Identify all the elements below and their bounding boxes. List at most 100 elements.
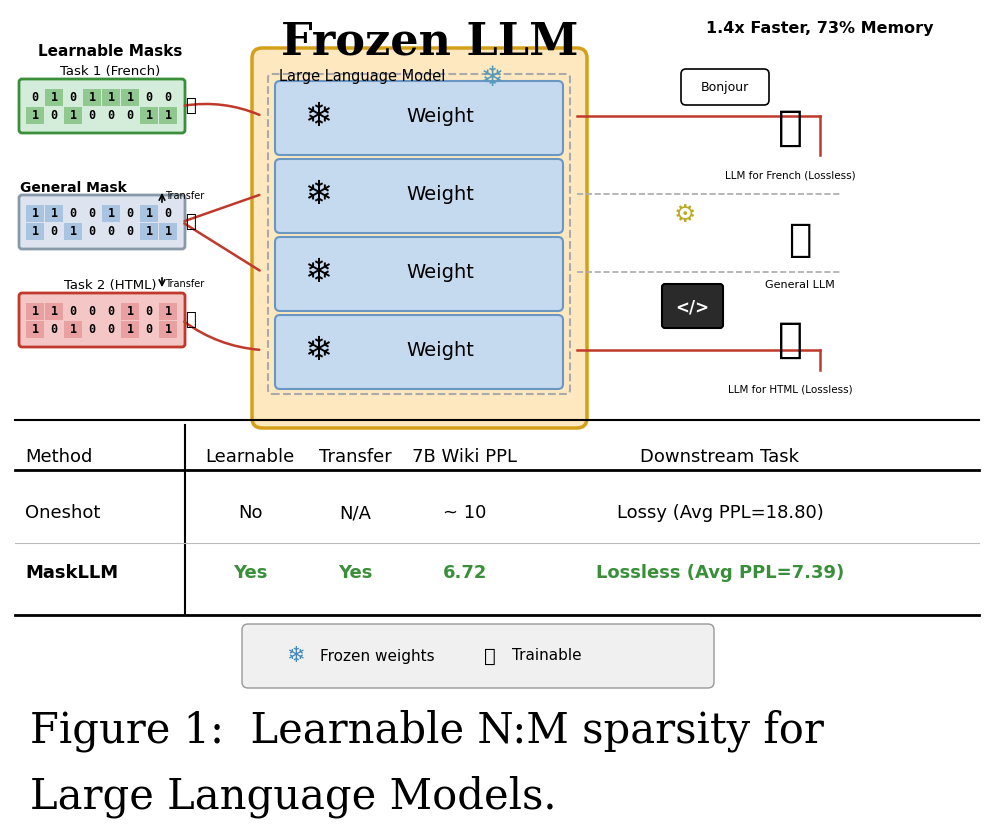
Text: 7B Wiki PPL: 7B Wiki PPL — [413, 448, 518, 466]
Text: 0: 0 — [88, 225, 95, 238]
FancyBboxPatch shape — [662, 284, 723, 328]
Bar — [26, 205, 44, 222]
Text: 1: 1 — [107, 207, 114, 220]
FancyBboxPatch shape — [19, 195, 185, 249]
Bar — [159, 89, 177, 106]
Text: Yes: Yes — [233, 564, 267, 582]
Text: 0: 0 — [164, 207, 172, 220]
Text: ❄: ❄ — [304, 334, 332, 368]
Text: General Mask: General Mask — [20, 181, 127, 195]
Text: Downstream Task: Downstream Task — [640, 448, 799, 466]
Text: 1: 1 — [126, 91, 133, 104]
FancyBboxPatch shape — [19, 79, 185, 133]
Bar — [102, 303, 120, 320]
Text: 1.4x Faster, 73% Memory: 1.4x Faster, 73% Memory — [707, 20, 933, 35]
Bar — [140, 89, 158, 106]
Text: 0: 0 — [88, 109, 95, 122]
Text: ❄: ❄ — [480, 64, 504, 92]
Bar — [102, 107, 120, 124]
Text: Transfer: Transfer — [319, 448, 392, 466]
Bar — [102, 205, 120, 222]
Text: MaskLLM: MaskLLM — [25, 564, 118, 582]
Text: 0: 0 — [88, 305, 95, 318]
Text: Large Language Models.: Large Language Models. — [30, 775, 557, 817]
Text: Method: Method — [25, 448, 92, 466]
FancyBboxPatch shape — [275, 237, 563, 311]
Text: 0: 0 — [145, 91, 152, 104]
Text: 1: 1 — [51, 305, 58, 318]
Bar — [140, 303, 158, 320]
Text: LLM for HTML (Lossless): LLM for HTML (Lossless) — [728, 385, 852, 395]
Bar — [102, 223, 120, 240]
Text: ❄: ❄ — [285, 646, 304, 666]
Bar — [121, 303, 139, 320]
Text: Weight: Weight — [407, 108, 474, 127]
Text: 🔥: 🔥 — [185, 97, 196, 115]
Bar — [64, 89, 82, 106]
Text: ❄: ❄ — [304, 101, 332, 134]
FancyBboxPatch shape — [242, 624, 714, 688]
Bar — [26, 303, 44, 320]
Text: 1: 1 — [145, 109, 152, 122]
Text: 0: 0 — [70, 305, 77, 318]
Text: No: No — [238, 504, 262, 522]
Bar — [121, 205, 139, 222]
Bar — [83, 89, 101, 106]
Text: 1: 1 — [126, 323, 133, 336]
Text: 1: 1 — [107, 91, 114, 104]
Bar — [140, 321, 158, 338]
Text: 0: 0 — [145, 305, 152, 318]
Text: Yes: Yes — [338, 564, 372, 582]
Bar — [26, 107, 44, 124]
Text: Lossless (Avg PPL=7.39): Lossless (Avg PPL=7.39) — [595, 564, 844, 582]
Bar — [140, 107, 158, 124]
Text: 1: 1 — [126, 305, 133, 318]
FancyBboxPatch shape — [252, 48, 587, 428]
Bar — [64, 321, 82, 338]
Text: 1: 1 — [164, 323, 172, 336]
Text: Transfer: Transfer — [165, 191, 204, 201]
Text: Large Language Model: Large Language Model — [278, 69, 445, 83]
Bar — [83, 223, 101, 240]
Text: Learnable Masks: Learnable Masks — [38, 45, 182, 60]
Text: 1: 1 — [70, 323, 77, 336]
Text: Lossy (Avg PPL=18.80): Lossy (Avg PPL=18.80) — [616, 504, 823, 522]
Bar — [64, 303, 82, 320]
Text: 0: 0 — [126, 109, 133, 122]
Text: ~ 10: ~ 10 — [443, 504, 487, 522]
Text: 1: 1 — [32, 225, 39, 238]
Text: 1: 1 — [51, 207, 58, 220]
Text: 🤖: 🤖 — [777, 319, 802, 361]
Text: Learnable: Learnable — [206, 448, 294, 466]
Bar — [64, 223, 82, 240]
Bar — [45, 205, 63, 222]
Bar — [121, 89, 139, 106]
Text: Bonjour: Bonjour — [701, 81, 749, 93]
Text: 0: 0 — [51, 225, 58, 238]
Text: 0: 0 — [51, 109, 58, 122]
Text: Weight: Weight — [407, 186, 474, 204]
Bar — [45, 223, 63, 240]
Bar — [45, 321, 63, 338]
Text: Frozen weights: Frozen weights — [320, 648, 434, 664]
Text: ⚙: ⚙ — [674, 203, 696, 227]
Text: Weight: Weight — [407, 264, 474, 282]
Text: 1: 1 — [164, 109, 172, 122]
Bar — [121, 107, 139, 124]
FancyBboxPatch shape — [275, 81, 563, 155]
Text: 🔥: 🔥 — [185, 213, 196, 231]
Text: 6.72: 6.72 — [442, 564, 487, 582]
Text: 1: 1 — [70, 109, 77, 122]
Text: 0: 0 — [88, 323, 95, 336]
Text: N/A: N/A — [339, 504, 371, 522]
Text: 1: 1 — [51, 91, 58, 104]
Text: 0: 0 — [70, 207, 77, 220]
Bar — [83, 205, 101, 222]
Bar — [64, 107, 82, 124]
Text: Oneshot: Oneshot — [25, 504, 100, 522]
Text: General LLM: General LLM — [765, 280, 835, 290]
Text: Frozen LLM: Frozen LLM — [281, 20, 579, 64]
Bar — [121, 223, 139, 240]
Text: 1: 1 — [145, 207, 152, 220]
Text: 0: 0 — [145, 323, 152, 336]
